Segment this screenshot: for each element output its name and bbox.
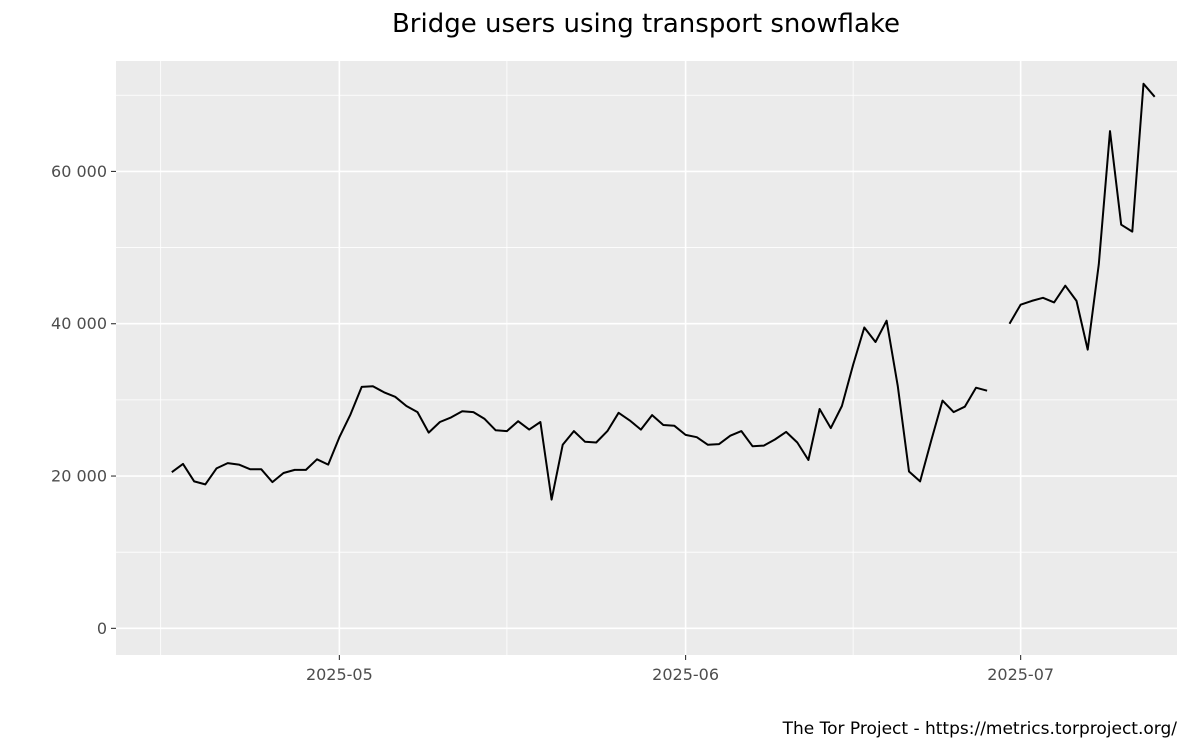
- x-axis: 2025-05 2025-06 2025-07: [306, 655, 1054, 684]
- y-tick-label: 0: [97, 619, 107, 638]
- chart-title: Bridge users using transport snowflake: [392, 9, 900, 39]
- x-tick-label: 2025-06: [652, 665, 719, 684]
- minor-gridlines: [116, 61, 1189, 655]
- x-tick-label: 2025-07: [987, 665, 1054, 684]
- plot-panel: [116, 61, 1177, 655]
- y-tick-label: 40 000: [51, 314, 107, 333]
- y-axis: 0 20 000 40 000 60 000: [51, 162, 116, 638]
- chart-caption: The Tor Project - https://metrics.torpro…: [782, 719, 1178, 739]
- series-line-segment: [1008, 82, 1156, 351]
- x-tick-label: 2025-05: [306, 665, 373, 684]
- y-tick-label: 60 000: [51, 162, 107, 181]
- series-layer: [171, 82, 1156, 501]
- series-line-segment: [171, 319, 988, 501]
- y-tick-label: 20 000: [51, 467, 107, 486]
- major-gridlines: [116, 61, 1177, 655]
